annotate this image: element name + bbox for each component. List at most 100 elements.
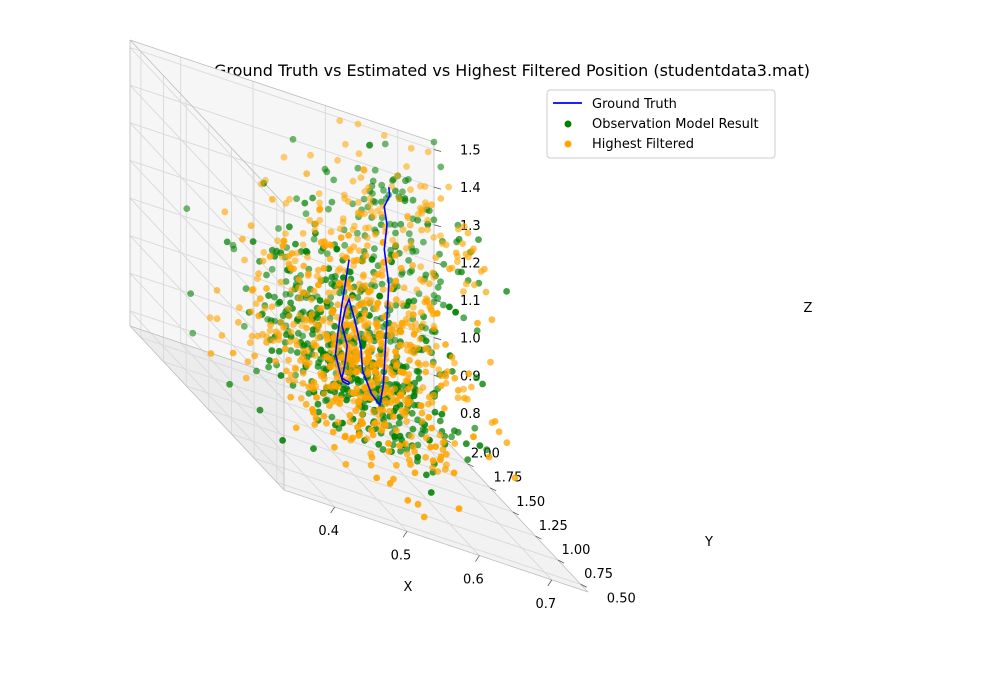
data-point bbox=[436, 431, 444, 439]
data-point bbox=[442, 341, 449, 348]
data-point bbox=[387, 399, 395, 406]
data-point bbox=[429, 269, 437, 277]
data-point bbox=[435, 366, 443, 373]
data-point bbox=[445, 183, 453, 191]
data-point bbox=[349, 226, 357, 234]
data-point bbox=[430, 138, 438, 146]
data-point bbox=[325, 205, 332, 213]
data-point bbox=[353, 376, 361, 383]
y-tick-label: 2.00 bbox=[471, 447, 500, 462]
data-point bbox=[429, 464, 436, 472]
data-point bbox=[409, 311, 417, 318]
data-point bbox=[391, 336, 399, 344]
data-point bbox=[390, 321, 398, 329]
data-point bbox=[421, 183, 429, 190]
data-point bbox=[367, 286, 375, 294]
data-point bbox=[314, 400, 322, 408]
axis-edge bbox=[129, 325, 285, 491]
data-point bbox=[381, 420, 389, 428]
data-point bbox=[321, 353, 329, 361]
data-point bbox=[306, 315, 314, 323]
data-point bbox=[272, 357, 279, 365]
data-point bbox=[370, 277, 377, 285]
data-point bbox=[373, 361, 381, 368]
legend-label-ground-truth: Ground Truth bbox=[592, 97, 677, 112]
data-point bbox=[263, 333, 271, 341]
data-point bbox=[269, 337, 277, 344]
data-point bbox=[470, 433, 477, 441]
data-point bbox=[287, 299, 294, 307]
data-point bbox=[313, 394, 320, 401]
legend-frame bbox=[546, 89, 776, 159]
data-point bbox=[302, 400, 310, 408]
data-point bbox=[422, 345, 430, 352]
data-point bbox=[327, 228, 335, 236]
data-point bbox=[330, 336, 338, 343]
data-point bbox=[263, 285, 270, 292]
data-point bbox=[280, 237, 288, 245]
data-point bbox=[380, 132, 388, 139]
data-point bbox=[385, 256, 392, 264]
data-point bbox=[379, 446, 387, 453]
z-tick-label: 1.1 bbox=[460, 294, 481, 309]
data-point bbox=[416, 387, 424, 395]
data-point bbox=[366, 141, 374, 149]
data-point bbox=[366, 337, 374, 344]
data-point bbox=[297, 395, 305, 402]
data-point bbox=[420, 513, 428, 521]
data-point bbox=[277, 372, 285, 379]
data-point bbox=[392, 329, 400, 337]
data-point bbox=[372, 305, 380, 312]
data-point bbox=[300, 262, 308, 270]
data-point bbox=[266, 357, 273, 364]
data-point bbox=[363, 435, 371, 443]
data-point bbox=[265, 292, 272, 299]
data-point bbox=[450, 469, 458, 477]
data-point bbox=[346, 418, 354, 426]
data-point bbox=[411, 469, 419, 477]
data-point bbox=[189, 329, 197, 337]
data-point bbox=[426, 303, 434, 311]
data-point bbox=[422, 434, 430, 442]
data-point bbox=[293, 341, 301, 349]
data-point bbox=[287, 328, 295, 336]
data-point bbox=[404, 212, 411, 220]
data-point bbox=[371, 166, 379, 174]
data-point bbox=[437, 382, 445, 390]
data-point bbox=[407, 186, 414, 194]
data-point bbox=[359, 273, 367, 281]
data-point bbox=[385, 191, 393, 199]
data-point bbox=[363, 387, 370, 395]
data-point bbox=[439, 439, 447, 447]
data-point bbox=[431, 408, 439, 416]
data-point bbox=[303, 324, 310, 332]
data-point bbox=[316, 205, 324, 213]
data-point bbox=[309, 406, 316, 413]
data-point bbox=[458, 268, 465, 276]
data-point bbox=[226, 380, 234, 388]
data-point bbox=[277, 319, 285, 326]
data-point bbox=[328, 413, 336, 421]
data-point bbox=[468, 383, 475, 391]
data-point bbox=[422, 368, 430, 376]
data-point bbox=[325, 265, 333, 272]
data-point bbox=[291, 257, 299, 265]
data-point bbox=[360, 195, 368, 203]
data-point bbox=[365, 224, 373, 232]
data-point bbox=[358, 365, 365, 373]
data-point bbox=[365, 343, 372, 351]
data-point bbox=[247, 222, 255, 230]
data-point bbox=[355, 150, 363, 158]
data-point bbox=[312, 383, 320, 390]
data-point bbox=[299, 289, 306, 296]
x-tick-mark bbox=[547, 579, 553, 587]
data-point bbox=[440, 260, 448, 268]
data-point bbox=[310, 339, 318, 347]
data-point bbox=[429, 310, 437, 318]
data-point bbox=[326, 363, 333, 370]
data-point bbox=[434, 294, 442, 302]
data-point bbox=[481, 265, 488, 273]
data-point bbox=[323, 250, 331, 258]
data-point bbox=[346, 411, 354, 419]
